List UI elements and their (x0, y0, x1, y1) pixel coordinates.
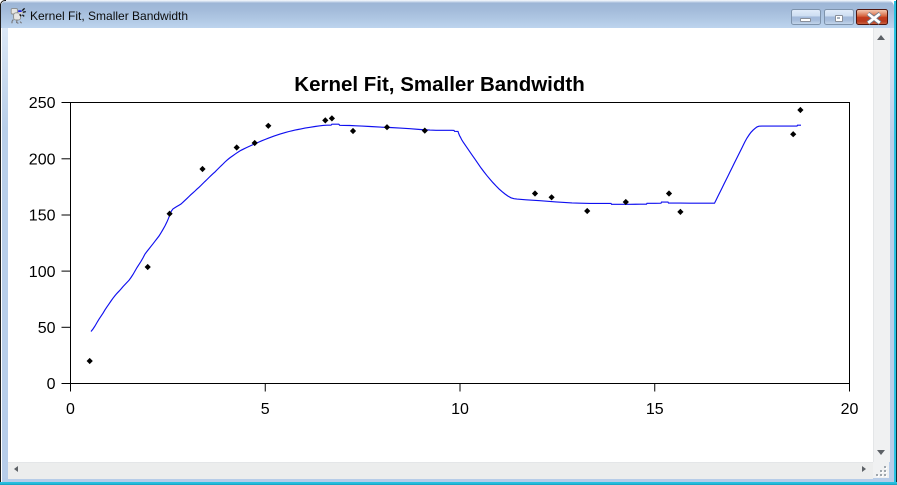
svg-text:5: 5 (261, 401, 270, 418)
svg-text:150: 150 (29, 208, 56, 225)
svg-text:100: 100 (29, 264, 56, 281)
svg-text:200: 200 (29, 152, 56, 169)
svg-text:10: 10 (451, 401, 469, 418)
svg-text:Kernel Fit, Smaller Bandwidth: Kernel Fit, Smaller Bandwidth (294, 73, 584, 96)
svg-text:15: 15 (646, 401, 664, 418)
svg-text:250: 250 (29, 95, 56, 112)
svg-text:20: 20 (841, 401, 859, 418)
svg-text:0: 0 (47, 376, 56, 393)
svg-text:50: 50 (38, 320, 56, 337)
svg-text:0: 0 (66, 401, 75, 418)
